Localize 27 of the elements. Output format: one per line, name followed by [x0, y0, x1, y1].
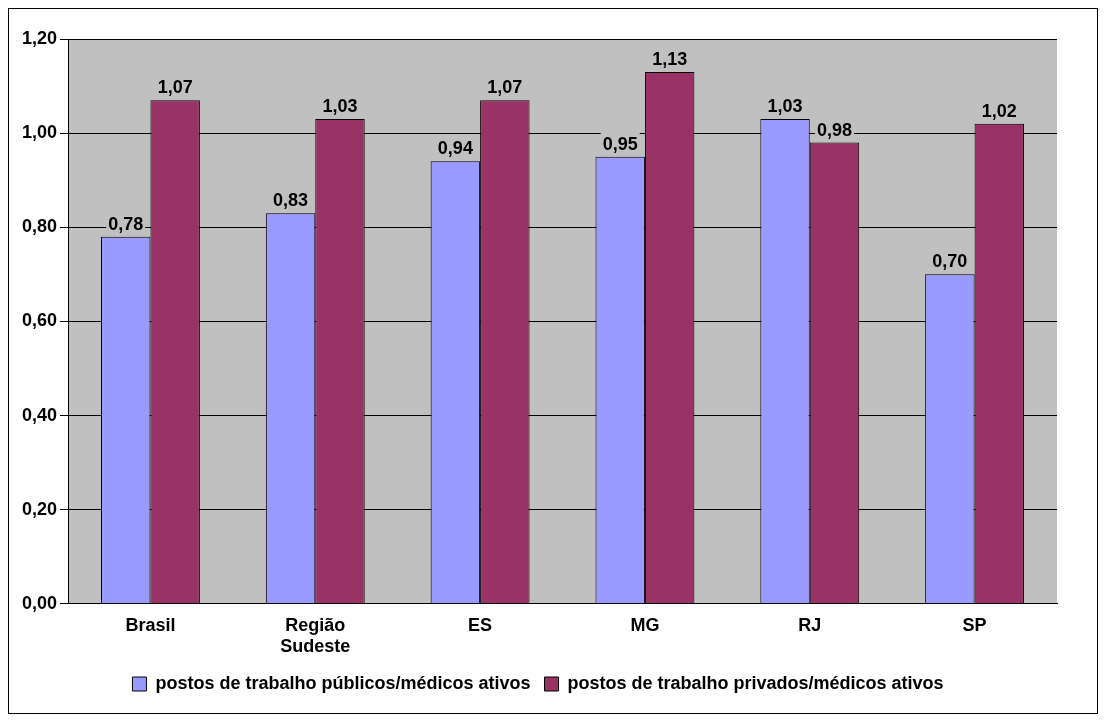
y-tick-label: 0,80	[21, 216, 58, 237]
x-tick-label: SP	[962, 614, 987, 635]
data-label: 1,02	[981, 100, 1017, 121]
x-tick-label: Região Sudeste	[280, 614, 351, 657]
y-tick-label: 0,20	[21, 498, 58, 519]
data-label: 0,70	[932, 251, 968, 272]
legend-label: postos de trabalho privados/médicos ativos	[567, 672, 944, 693]
x-tick-label: RJ	[798, 614, 822, 635]
data-label: 1,13	[652, 48, 688, 69]
y-tick-label: 0,00	[21, 592, 58, 613]
data-label: 0,78	[108, 213, 144, 234]
y-tick-label: 0,40	[21, 404, 58, 425]
data-label: 0,98	[816, 119, 853, 140]
x-tick-label: ES	[468, 614, 493, 635]
data-label: 1,03	[322, 95, 358, 116]
data-label: 1,07	[157, 77, 193, 98]
legend-label: postos de trabalho públicos/médicos ativos	[155, 672, 531, 693]
data-label: 0,94	[437, 138, 473, 159]
x-tick-label: MG	[630, 614, 660, 635]
y-tick-label: 0,60	[21, 310, 58, 331]
x-tick-label: Brasil	[125, 614, 176, 635]
data-label: 0,83	[273, 190, 309, 211]
data-label: 1,03	[767, 95, 803, 116]
data-label: 1,07	[487, 77, 523, 98]
y-tick-label: 1,00	[21, 122, 58, 143]
y-tick-label: 1,20	[21, 27, 58, 48]
data-label: 0,95	[602, 133, 638, 154]
